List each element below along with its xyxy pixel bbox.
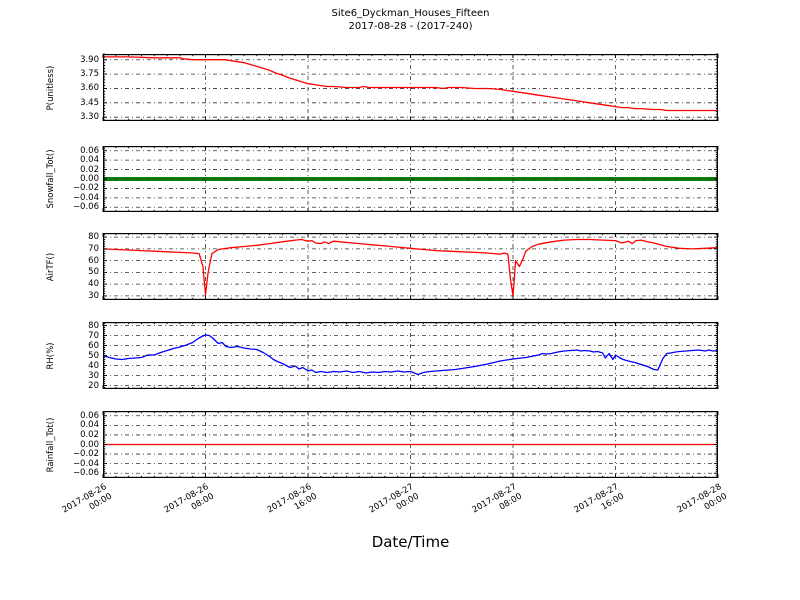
y-tick-label: 80 bbox=[88, 320, 99, 331]
chart-title: Site6_Dyckman_Houses_Fifteen 2017-08-28 … bbox=[103, 7, 718, 33]
y-tick-label: 0.00 bbox=[80, 174, 99, 184]
grid-lines bbox=[103, 233, 718, 300]
y-tick-label: 0.02 bbox=[80, 164, 99, 175]
subplot-canvas bbox=[102, 322, 719, 390]
subplot-canvas bbox=[102, 53, 719, 122]
y-tick-label: 3.75 bbox=[80, 69, 99, 80]
subplot-canvas bbox=[102, 146, 719, 213]
y-axis-label-rainfall-tot: Rainfall_Tot() bbox=[46, 417, 56, 472]
y-tick-label: −0.02 bbox=[72, 183, 99, 194]
y-tick-label: 20 bbox=[88, 380, 99, 391]
y-tick-label: 60 bbox=[88, 255, 99, 266]
subplot-rh: 80 70 60 50 40 30 20 RH(%) bbox=[46, 321, 719, 391]
subplot-canvas bbox=[102, 233, 719, 301]
y-tick-label: 40 bbox=[88, 279, 99, 290]
subplot-rainfall-tot: 0.06 0.04 0.02 0.00 −0.02 −0.04 −0.06 Rainfall_… bbox=[46, 411, 719, 479]
y-tick-label: 0.04 bbox=[80, 420, 99, 431]
subplot-canvas bbox=[102, 411, 719, 479]
x-tick-label: 2017-08-26 00:00 bbox=[60, 482, 113, 525]
series-line-p-unitless bbox=[103, 56, 718, 112]
x-tick-label: 2017-08-26 16:00 bbox=[265, 482, 318, 525]
x-tick-label: 2017-08-27 00:00 bbox=[368, 482, 421, 525]
y-tick-label: 50 bbox=[88, 350, 99, 361]
y-tick-label: 80 bbox=[88, 232, 99, 243]
grid-lines bbox=[103, 322, 718, 389]
x-tick-label: 2017-08-26 08:00 bbox=[163, 482, 216, 525]
y-tick-label: 3.90 bbox=[80, 54, 99, 65]
y-tick-label: 0.04 bbox=[80, 155, 99, 166]
y-tick-label: 70 bbox=[88, 243, 99, 254]
plot-border bbox=[103, 146, 718, 213]
x-tick-label: 2017-08-28 00:00 bbox=[675, 482, 728, 525]
y-tick-label: 3.45 bbox=[80, 97, 99, 108]
y-axis-label-airtf: AirTF() bbox=[46, 252, 56, 281]
x-axis-title: Date/Time bbox=[371, 533, 450, 551]
plot-border bbox=[103, 233, 718, 301]
y-tick-label: −0.06 bbox=[72, 468, 99, 479]
y-tick-label: 0.06 bbox=[80, 410, 99, 421]
y-tick-label: 50 bbox=[88, 267, 99, 278]
subplot-p-unitless: 3.90 3.75 3.60 3.45 3.30 P(unitless) bbox=[46, 53, 719, 122]
y-tick-label: 30 bbox=[88, 290, 99, 301]
y-tick-label: −0.04 bbox=[72, 458, 99, 469]
y-tick-label: −0.06 bbox=[72, 202, 99, 213]
plot-border bbox=[103, 322, 718, 390]
grid-lines bbox=[103, 146, 718, 212]
y-tick-label: 70 bbox=[88, 330, 99, 341]
x-tick-label: 2017-08-27 16:00 bbox=[573, 482, 626, 525]
y-tick-label: −0.04 bbox=[72, 192, 99, 203]
series-line-airtf bbox=[102, 238, 719, 297]
subplot-snowfall-tot: 0.06 0.04 0.02 0.00 −0.02 −0.04 −0.06 Snowfall_… bbox=[46, 146, 719, 213]
plot-border bbox=[103, 411, 718, 479]
y-tick-label: 0.06 bbox=[80, 145, 99, 156]
y-axis-label-p-unitless: P(unitless) bbox=[46, 65, 56, 110]
y-tick-label: 60 bbox=[88, 340, 99, 351]
y-tick-label: 3.30 bbox=[80, 112, 99, 123]
subplot-airtf: 80 70 60 50 40 30 AirTF() bbox=[46, 232, 719, 301]
plot-border bbox=[103, 54, 718, 122]
y-tick-label: 30 bbox=[88, 370, 99, 381]
y-tick-label: 0.02 bbox=[80, 429, 99, 440]
x-tick-label: 2017-08-27 08:00 bbox=[470, 482, 523, 525]
series-line-rh bbox=[102, 334, 719, 376]
y-tick-label: −0.02 bbox=[72, 449, 99, 460]
y-tick-label: 3.60 bbox=[80, 83, 99, 94]
y-axis-label-rh: RH(%) bbox=[46, 341, 56, 370]
chart-title-line1: Site6_Dyckman_Houses_Fifteen bbox=[331, 8, 490, 19]
y-tick-label: 40 bbox=[88, 360, 99, 371]
y-axis-label-snowfall-tot: Snowfall_Tot() bbox=[46, 149, 56, 209]
y-tick-label: 0.00 bbox=[80, 439, 99, 450]
chart-title-line2: 2017-08-28 - (2017-240) bbox=[348, 21, 473, 32]
